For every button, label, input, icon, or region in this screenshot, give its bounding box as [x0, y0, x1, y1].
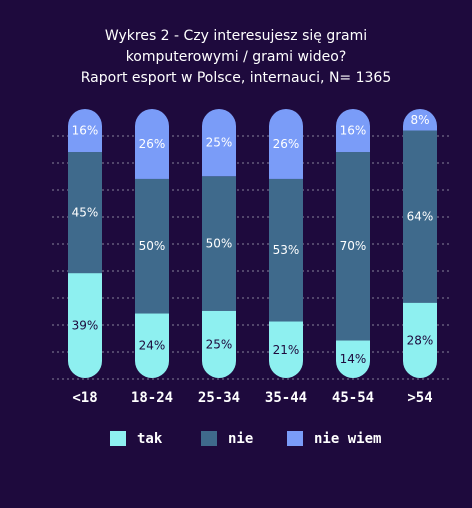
chart-title-line-2: komputerowymi / grami wideo?	[125, 49, 347, 65]
data-label: 21%	[273, 343, 300, 357]
bar-segment-nie-18	[68, 152, 102, 274]
bar-45-54	[336, 109, 370, 378]
legend-label-tak: tak	[137, 431, 163, 447]
bar-segment-nie-wiem-18-24	[135, 109, 169, 179]
bar-35-44	[269, 109, 303, 378]
data-label: 50%	[206, 237, 233, 251]
data-label: 25%	[206, 337, 233, 351]
bar-segment-nie-wiem-35-44	[269, 109, 303, 179]
data-label: 24%	[139, 339, 166, 353]
x-tick-label: >54	[407, 390, 432, 406]
bar-segment-tak-54	[403, 302, 437, 378]
bar-54	[403, 109, 437, 378]
data-label: 50%	[139, 239, 166, 253]
bar-segment-nie-wiem-54	[403, 109, 437, 131]
chart-title-line-1: Wykres 2 - Czy interesujesz się grami	[104, 28, 368, 44]
legend-swatch-nie	[201, 431, 217, 446]
data-label: 53%	[273, 243, 300, 257]
data-label: 25%	[206, 136, 233, 150]
data-label: 64%	[407, 210, 434, 224]
bar-segment-nie-54	[403, 130, 437, 303]
bar-segment-nie-wiem-18	[68, 109, 102, 153]
bar-18-24	[135, 109, 169, 378]
bar-segment-nie-35-44	[269, 178, 303, 322]
chart-title-line-3: Raport esport w Polsce, internauci, N= 1…	[80, 70, 392, 86]
x-tick-label: 25-34	[198, 390, 240, 406]
bar-segment-nie-18-24	[135, 178, 169, 314]
data-label: 28%	[407, 333, 434, 347]
bar-segment-tak-18-24	[135, 313, 169, 378]
bar-segment-nie-45-54	[336, 152, 370, 341]
legend-label-nie-wiem: nie wiem	[314, 431, 381, 447]
bar-25-34	[202, 109, 236, 378]
data-label: 70%	[340, 239, 367, 253]
bar-segment-nie-wiem-25-34	[202, 109, 236, 177]
bar-18	[68, 109, 102, 378]
x-tick-label: 35-44	[265, 390, 307, 406]
bar-segment-tak-35-44	[269, 321, 303, 378]
x-tick-label: 18-24	[131, 390, 173, 406]
bar-segment-tak-45-54	[336, 340, 370, 378]
x-tick-label: 45-54	[332, 390, 374, 406]
bar-segment-nie-25-34	[202, 176, 236, 311]
legend-swatch-tak	[110, 431, 126, 446]
data-label: 16%	[340, 124, 367, 138]
data-label: 14%	[340, 352, 367, 366]
data-label: 8%	[410, 113, 429, 127]
data-label: 39%	[72, 319, 99, 333]
chart-title: Wykres 2 - Czy interesujesz się grami ko…	[0, 26, 472, 89]
data-label: 26%	[273, 137, 300, 151]
data-label: 26%	[139, 137, 166, 151]
x-tick-label: <18	[72, 390, 97, 406]
legend-label-nie: nie	[228, 431, 253, 447]
bar-segment-nie-wiem-45-54	[336, 109, 370, 153]
legend-swatch-nie-wiem	[287, 431, 303, 446]
bar-segment-tak-18	[68, 273, 102, 378]
data-label: 45%	[72, 206, 99, 220]
data-label: 16%	[72, 124, 99, 138]
bar-segment-tak-25-34	[202, 310, 236, 378]
